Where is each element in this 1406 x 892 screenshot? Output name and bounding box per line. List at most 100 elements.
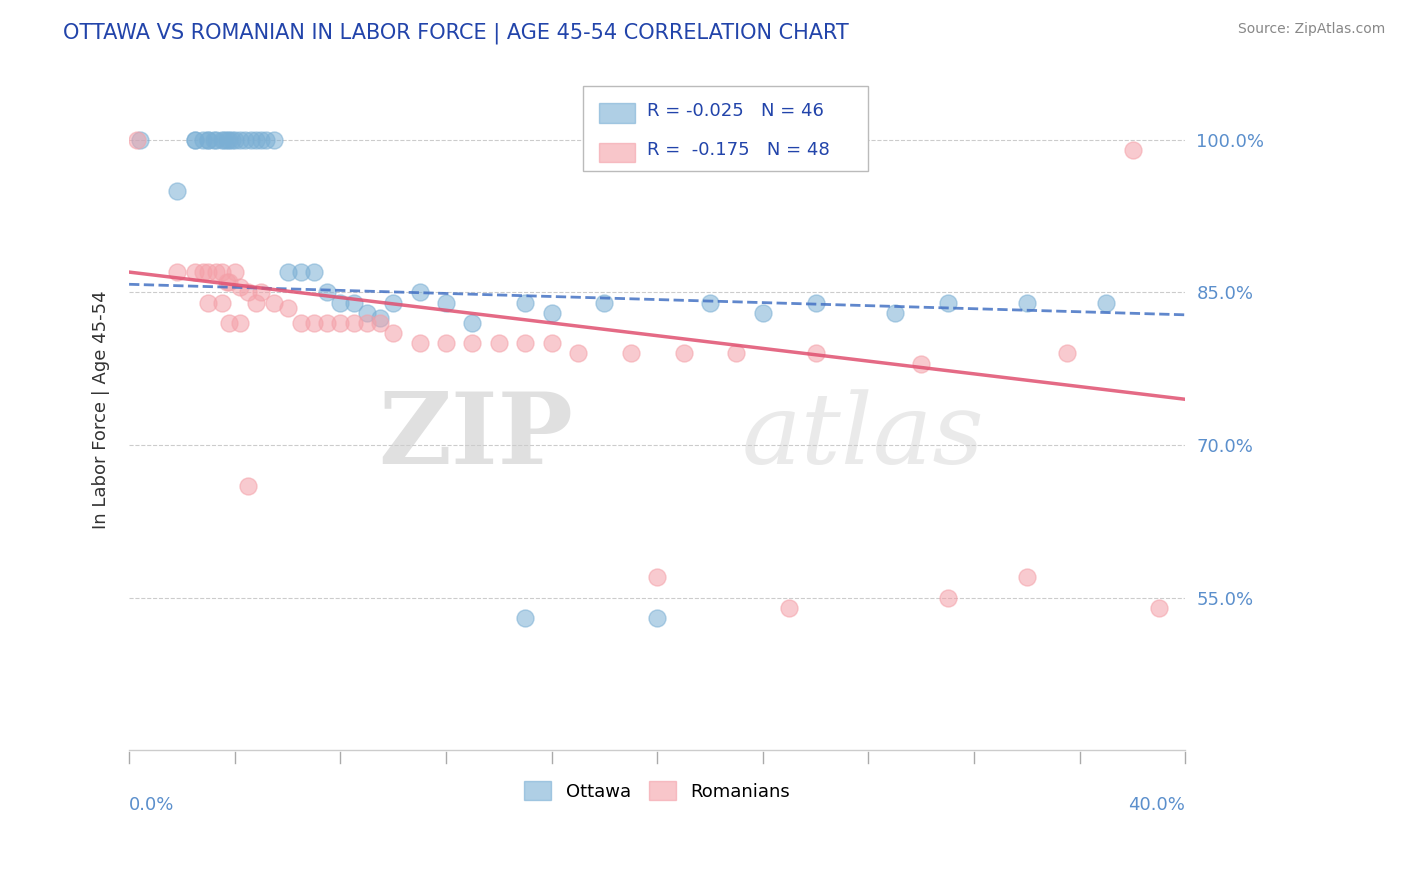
Point: [254, 133, 277, 147]
Point: [804, 346, 827, 360]
Point: [302, 316, 325, 330]
Point: [434, 295, 457, 310]
Point: [883, 306, 905, 320]
Point: [263, 133, 285, 147]
Point: [218, 316, 240, 330]
Point: [699, 295, 721, 310]
Text: R =  -0.175   N = 48: R = -0.175 N = 48: [647, 141, 830, 159]
Point: [224, 133, 246, 147]
Point: [408, 285, 430, 300]
Point: [276, 301, 298, 315]
Point: [461, 336, 484, 351]
Point: [229, 316, 252, 330]
Point: [488, 336, 510, 351]
Text: 0.0%: 0.0%: [129, 797, 174, 814]
Point: [263, 295, 285, 310]
Point: [224, 265, 246, 279]
Point: [125, 133, 148, 147]
Text: atlas: atlas: [742, 389, 984, 484]
Point: [804, 295, 827, 310]
Point: [205, 133, 228, 147]
Text: R = -0.025   N = 46: R = -0.025 N = 46: [647, 102, 824, 120]
Point: [434, 336, 457, 351]
Point: [302, 265, 325, 279]
Point: [250, 133, 273, 147]
Point: [645, 611, 668, 625]
Point: [1147, 601, 1170, 615]
Point: [215, 275, 238, 289]
Point: [166, 265, 188, 279]
Point: [128, 133, 150, 147]
Point: [197, 295, 219, 310]
Point: [218, 275, 240, 289]
Point: [382, 326, 405, 340]
Point: [329, 316, 352, 330]
Point: [250, 285, 273, 300]
Point: [620, 346, 643, 360]
Point: [202, 133, 225, 147]
Point: [236, 285, 259, 300]
Point: [191, 265, 214, 279]
Text: 40.0%: 40.0%: [1129, 797, 1185, 814]
Point: [752, 306, 775, 320]
Legend: Ottawa, Romanians: Ottawa, Romanians: [515, 772, 799, 810]
Point: [197, 265, 219, 279]
Point: [184, 133, 207, 147]
Point: [567, 346, 589, 360]
Point: [316, 285, 339, 300]
Point: [197, 133, 219, 147]
Point: [276, 265, 298, 279]
Point: [215, 133, 238, 147]
Point: [515, 336, 537, 351]
FancyBboxPatch shape: [599, 103, 636, 122]
Point: [725, 346, 748, 360]
Point: [356, 316, 378, 330]
Point: [382, 295, 405, 310]
Point: [290, 265, 312, 279]
Point: [229, 133, 252, 147]
Point: [211, 133, 233, 147]
Point: [515, 295, 537, 310]
Text: OTTAWA VS ROMANIAN IN LABOR FORCE | AGE 45-54 CORRELATION CHART: OTTAWA VS ROMANIAN IN LABOR FORCE | AGE …: [63, 22, 849, 44]
Point: [211, 295, 233, 310]
Point: [218, 133, 240, 147]
Point: [166, 184, 188, 198]
Point: [936, 295, 959, 310]
Point: [1015, 570, 1038, 584]
Point: [778, 601, 800, 615]
Text: ZIP: ZIP: [378, 388, 572, 485]
Point: [1015, 295, 1038, 310]
Point: [316, 316, 339, 330]
Point: [540, 336, 562, 351]
Point: [236, 479, 259, 493]
Point: [356, 306, 378, 320]
Point: [212, 133, 235, 147]
Point: [191, 133, 214, 147]
Point: [672, 346, 695, 360]
Point: [645, 570, 668, 584]
Point: [368, 310, 391, 325]
Point: [290, 316, 312, 330]
Point: [540, 306, 562, 320]
Point: [408, 336, 430, 351]
Point: [239, 133, 262, 147]
Point: [342, 295, 364, 310]
Point: [245, 295, 267, 310]
Point: [229, 280, 252, 294]
Point: [910, 357, 932, 371]
Point: [184, 133, 207, 147]
Point: [936, 591, 959, 605]
Point: [233, 133, 256, 147]
Point: [461, 316, 484, 330]
Point: [1095, 295, 1118, 310]
Point: [329, 295, 352, 310]
Point: [197, 133, 219, 147]
Point: [245, 133, 267, 147]
Point: [211, 265, 233, 279]
Point: [1056, 346, 1078, 360]
Point: [1122, 143, 1144, 157]
Y-axis label: In Labor Force | Age 45-54: In Labor Force | Age 45-54: [93, 290, 110, 529]
Text: Source: ZipAtlas.com: Source: ZipAtlas.com: [1237, 22, 1385, 37]
FancyBboxPatch shape: [583, 86, 869, 170]
Point: [342, 316, 364, 330]
